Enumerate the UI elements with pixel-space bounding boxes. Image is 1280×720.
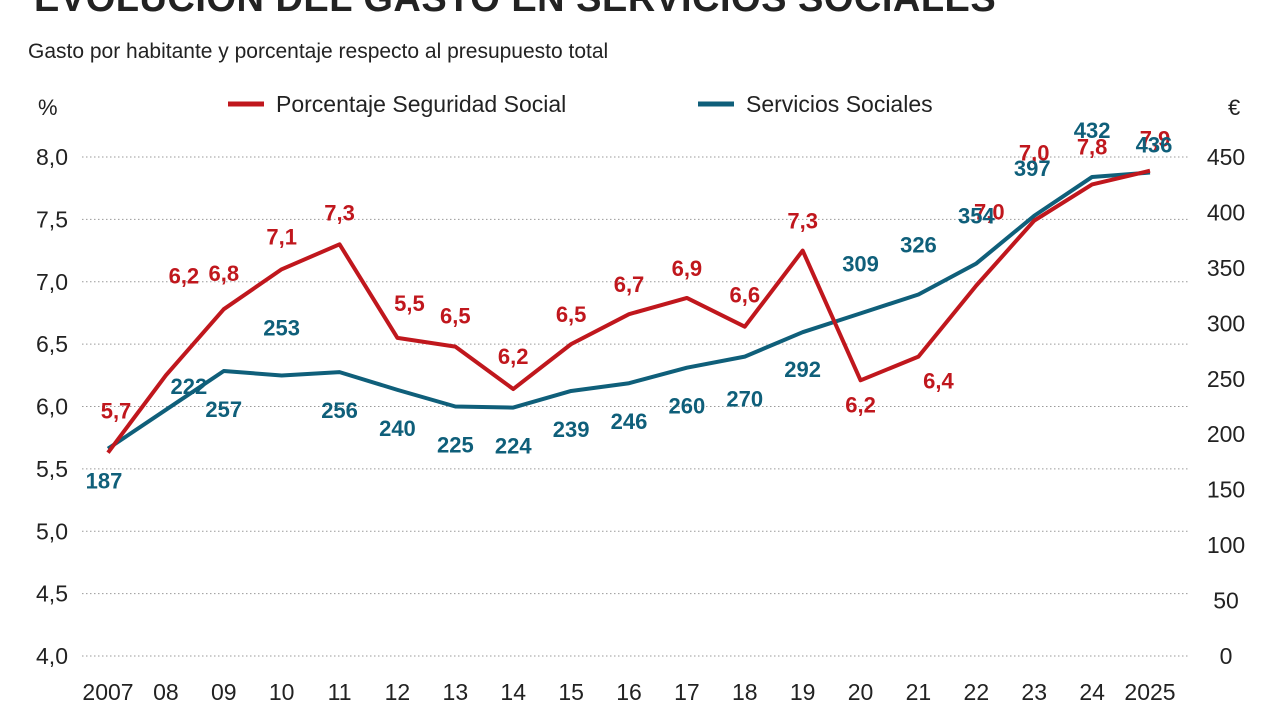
gridlines bbox=[82, 156, 1188, 657]
left-tick-label: 5,0 bbox=[36, 518, 68, 544]
right-axis-unit: € bbox=[1228, 95, 1240, 120]
left-tick-label: 4,0 bbox=[36, 643, 68, 669]
x-tick-label: 09 bbox=[211, 679, 237, 705]
right-tick-label: 250 bbox=[1207, 366, 1245, 392]
data-labels: 5,7 6,2 6,8 7,1 7,3 5,5 6,5 6,2 6,5 6,7 6,9 6,6 7,3 6… bbox=[86, 118, 1173, 494]
data-label-servicios-sociales: 432 bbox=[1074, 118, 1111, 143]
data-label-servicios-sociales: 257 bbox=[205, 397, 242, 422]
data-label-servicios-sociales: 246 bbox=[611, 409, 648, 434]
data-label-porcentaje: 6,5 bbox=[556, 302, 587, 327]
right-tick-label: 200 bbox=[1207, 421, 1245, 447]
data-label-porcentaje: 6,2 bbox=[498, 344, 529, 369]
data-label-porcentaje: 6,9 bbox=[672, 256, 703, 281]
x-tick-label: 22 bbox=[964, 679, 990, 705]
left-axis-ticks: 8,0 7,5 7,0 6,5 6,0 5,5 5,0 4,5 4,0 bbox=[36, 144, 68, 669]
x-tick-label: 12 bbox=[385, 679, 411, 705]
data-label-servicios-sociales: 240 bbox=[379, 416, 416, 441]
data-label-porcentaje: 7,0 bbox=[974, 199, 1005, 224]
data-label-servicios-sociales: 260 bbox=[669, 394, 706, 419]
x-tick-label: 19 bbox=[790, 679, 816, 705]
data-label-servicios-sociales: 224 bbox=[495, 434, 532, 459]
x-tick-label: 16 bbox=[616, 679, 642, 705]
data-label-porcentaje: 6,5 bbox=[440, 304, 471, 329]
series-lines bbox=[106, 168, 1151, 454]
right-tick-label: 450 bbox=[1207, 144, 1245, 170]
data-label-servicios-sociales: 225 bbox=[437, 433, 474, 458]
data-label-servicios-sociales: 253 bbox=[263, 315, 300, 340]
x-tick-label: 21 bbox=[906, 679, 932, 705]
data-label-servicios-sociales: 239 bbox=[553, 417, 590, 442]
x-tick-label: 10 bbox=[269, 679, 295, 705]
data-label-porcentaje: 7,0 bbox=[1019, 141, 1050, 166]
right-tick-label: 300 bbox=[1207, 310, 1245, 336]
right-tick-label: 50 bbox=[1213, 588, 1239, 614]
data-label-porcentaje: 7,9 bbox=[1140, 127, 1171, 152]
right-tick-label: 0 bbox=[1220, 643, 1233, 669]
x-tick-label: 2025 bbox=[1124, 679, 1175, 705]
data-label-servicios-sociales: 309 bbox=[842, 251, 879, 276]
x-tick-label: 23 bbox=[1021, 679, 1047, 705]
left-tick-label: 6,0 bbox=[36, 394, 68, 420]
data-label-servicios-sociales: 270 bbox=[726, 387, 763, 412]
right-tick-label: 100 bbox=[1207, 532, 1245, 558]
data-label-servicios-sociales: 256 bbox=[321, 398, 358, 423]
x-tick-label: 17 bbox=[674, 679, 700, 705]
x-axis-ticks: 2007 08 09 10 11 12 13 14 15 16 17 18 19 20 21 22 23 24 20… bbox=[82, 679, 1175, 705]
data-label-porcentaje: 7,1 bbox=[266, 224, 297, 249]
data-label-porcentaje: 5,5 bbox=[394, 291, 425, 316]
x-tick-label: 18 bbox=[732, 679, 758, 705]
data-label-servicios-sociales: 187 bbox=[86, 469, 123, 494]
data-label-porcentaje: 6,8 bbox=[208, 261, 239, 286]
data-label-porcentaje: 7,3 bbox=[787, 209, 818, 234]
right-axis-ticks: 450 400 350 300 250 200 150 100 50 0 bbox=[1207, 144, 1245, 669]
left-tick-label: 7,0 bbox=[36, 269, 68, 295]
left-tick-label: 7,5 bbox=[36, 206, 68, 232]
left-tick-label: 6,5 bbox=[36, 331, 68, 357]
legend-label-eur: Servicios Sociales bbox=[746, 91, 933, 117]
data-label-porcentaje: 7,3 bbox=[324, 200, 355, 225]
data-label-porcentaje: 6,4 bbox=[923, 369, 954, 394]
data-label-servicios-sociales: 397 bbox=[1014, 156, 1051, 181]
data-label-porcentaje: 6,6 bbox=[729, 283, 760, 308]
right-tick-label: 150 bbox=[1207, 477, 1245, 503]
series-line-porcentaje bbox=[106, 168, 1151, 454]
data-label-porcentaje: 6,2 bbox=[845, 392, 876, 417]
x-tick-label: 20 bbox=[848, 679, 874, 705]
data-label-porcentaje: 6,7 bbox=[614, 272, 645, 297]
series-line-servicios-sociales bbox=[106, 170, 1151, 451]
x-tick-label: 11 bbox=[328, 679, 352, 705]
left-tick-label: 8,0 bbox=[36, 144, 68, 170]
left-axis-unit: % bbox=[38, 95, 58, 120]
data-label-servicios-sociales: 326 bbox=[900, 233, 937, 258]
data-label-servicios-sociales: 292 bbox=[784, 357, 821, 382]
legend: Porcentaje Seguridad Social Servicios So… bbox=[228, 91, 933, 117]
left-tick-label: 4,5 bbox=[36, 581, 68, 607]
x-tick-label: 08 bbox=[153, 679, 179, 705]
legend-label-pct: Porcentaje Seguridad Social bbox=[276, 91, 566, 117]
x-tick-label: 14 bbox=[500, 679, 526, 705]
data-label-servicios-sociales: 222 bbox=[171, 374, 208, 399]
data-label-porcentaje: 6,2 bbox=[169, 263, 200, 288]
data-label-servicios-sociales: 436 bbox=[1136, 133, 1173, 158]
x-tick-label: 13 bbox=[443, 679, 469, 705]
data-label-porcentaje: 7,8 bbox=[1077, 134, 1108, 159]
data-label-porcentaje: 5,7 bbox=[101, 399, 132, 424]
data-label-servicios-sociales: 354 bbox=[958, 203, 995, 228]
x-tick-label: 24 bbox=[1079, 679, 1105, 705]
right-tick-label: 400 bbox=[1207, 199, 1245, 225]
chart-title: EVOLUCIÓN DEL GASTO EN SERVICIOS SOCIALE… bbox=[34, 0, 996, 21]
x-tick-label: 15 bbox=[558, 679, 584, 705]
left-tick-label: 5,5 bbox=[36, 456, 68, 482]
x-tick-label: 2007 bbox=[82, 679, 133, 705]
chart-subtitle: Gasto por habitante y porcentaje respect… bbox=[28, 40, 609, 63]
right-tick-label: 350 bbox=[1207, 255, 1245, 281]
